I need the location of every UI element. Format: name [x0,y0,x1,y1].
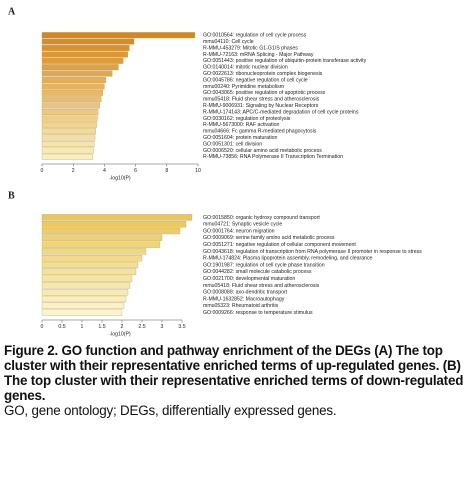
category-label: GO:0001764: neuron migration [203,228,275,234]
figure: A GO:0010564: regulation of cell cycle pr… [8,6,422,337]
x-tick-label: 2 [72,168,75,174]
category-label: GO:0021700: developmental maturation [203,276,295,282]
x-tick-label: 3.5 [178,324,185,330]
category-label: GO:0008088: axo-dendritic transport [203,290,288,296]
bar [41,70,113,77]
category-label: GO:0051604: protein maturation [203,135,278,141]
category-label: R-MMU-174143: APC/C-mediated degradation… [203,109,359,115]
x-tick-label: 8 [165,168,168,174]
category-label: GO:0015850: organic hydroxy compound tra… [203,215,320,221]
category-label: GO:0051271: negative regulation of cellu… [203,242,356,248]
bar [41,268,137,275]
category-label: GO:1901987: regulation of cell cycle pha… [203,262,325,268]
category-label: R-MMU-5673000: RAF activation [203,122,280,128]
category-label: GO:0045786: negative regulation of cell … [203,77,308,83]
bar [41,51,128,58]
x-tick-label: 6 [134,168,137,174]
bar [41,147,94,154]
category-label: GO:0010564: regulation of cell cycle pro… [203,33,307,39]
panel-label: B [8,190,15,201]
x-tick-label: 4 [103,168,106,174]
bar [41,234,163,241]
bar [41,64,119,71]
bar [41,57,124,64]
bar [41,282,131,289]
category-label: GO:0051443: positive regulation of ubiqu… [203,58,367,64]
category-label: mmu05418: Fluid shear stress and atheros… [203,283,320,289]
bar [41,141,95,147]
bar [41,121,97,128]
caption-plain: GO, gene ontology; DEGs, differentially … [4,403,337,418]
bar [41,214,193,221]
bar [41,248,147,255]
caption: Figure 2. GO function and pathway enrich… [4,343,468,418]
bar [41,241,161,248]
category-label: GO:0030162: regulation of proteolysis [203,116,291,122]
category-label: mmu04721: Synaptic vesicle cycle [203,222,282,228]
category-label: R-MMU-9006931: Signaling by Nuclear Rece… [203,103,319,109]
bar [41,227,181,235]
bar [41,109,99,115]
bar [41,153,93,160]
bar [41,289,129,296]
bar [41,77,107,83]
x-axis-label: -log10(P) [109,331,131,337]
bar [41,295,127,303]
x-axis-label: -log10(P) [109,175,131,181]
bar [41,96,102,103]
category-label: GO:0009069: serine family amino acid met… [203,235,335,241]
bar [41,255,143,262]
category-label: R-MMU-72163: mRNA Splicing - Major Pathw… [203,52,314,58]
category-label: R-MMU-73856: RNA Polymerase II Transcrip… [203,154,343,160]
x-tick-label: 2 [121,324,124,330]
panel-label: A [8,6,16,17]
category-label: GO:0051301: cell division [203,141,262,147]
bar [41,89,103,96]
category-label: mmu00240: Pyrimidine metabolism [203,84,284,90]
bar [41,83,105,90]
category-label: mmu04666: Fc gamma R-mediated phagocytos… [203,129,317,135]
category-label: mmu05323: Rheumatoid arthritis [203,303,279,309]
category-label: GO:0043065: positive regulation of apopt… [203,90,326,96]
category-label: GO:0009266: response to temperature stim… [203,310,313,316]
category-label: R-MMU-174824: Plasma lipoprotein assembl… [203,256,373,262]
bar [41,38,135,45]
x-tick-label: 1 [81,324,84,330]
bar [41,102,100,109]
x-tick-label: 10 [195,168,201,174]
bar [41,302,125,309]
category-label: R-MMU-1632852: Macroautophagy [203,296,285,302]
category-label: GO:0140014: mitotic nuclear division [203,65,288,71]
bar [41,45,130,51]
x-tick-label: 0 [41,168,44,174]
bar [41,128,96,135]
category-label: mmu04110: Cell cycle [203,39,254,45]
bar [41,261,139,269]
x-tick-label: 0 [41,324,44,330]
bar [41,115,98,122]
category-label: GO:0022613: ribonucleoprotein complex bi… [203,71,323,77]
x-tick-label: 0.5 [58,324,65,330]
caption-bold: Figure 2. GO function and pathway enrich… [4,343,464,403]
bar [41,221,187,228]
category-label: mmu05418: Fluid shear stress and atheros… [203,97,320,103]
category-label: GO:0043618: regulation of transcription … [203,249,422,255]
x-tick-label: 1.5 [98,324,105,330]
bar [41,32,196,39]
bar [41,275,133,282]
bar [41,309,123,316]
category-label: GO:0044282: small molecule catabolic pro… [203,269,312,275]
x-tick-label: 2.5 [138,324,145,330]
x-tick-label: 3 [161,324,164,330]
category-label: R-MMU-453279: Mitotic G1-G1/S phases [203,45,298,51]
category-label: GO:0006520: cellular amino acid metaboli… [203,148,322,154]
bar [41,134,96,141]
